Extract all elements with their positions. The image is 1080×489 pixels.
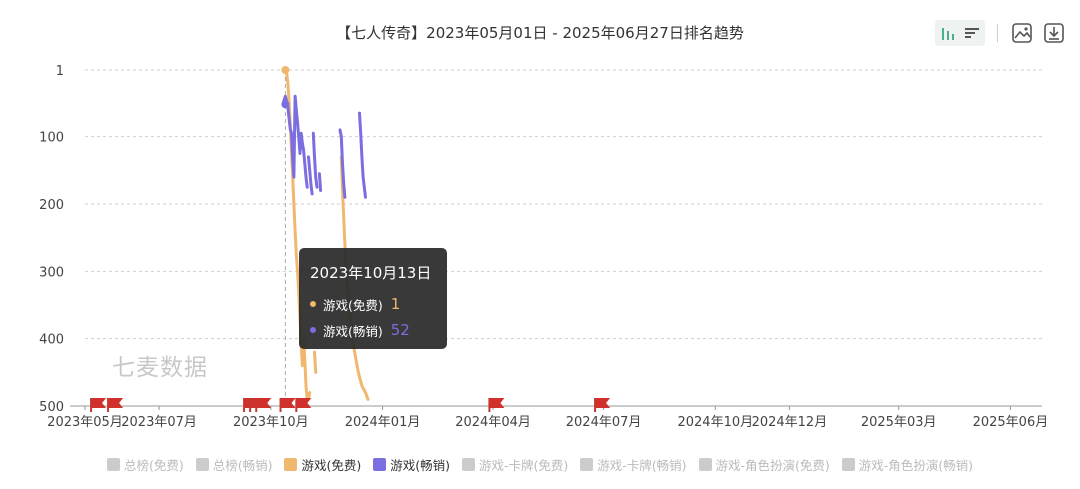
chart-legend: 总榜(免费) 总榜(畅销) 游戏(免费) 游戏(畅销) 游戏-卡牌(免费) 游戏-卡牌(畅… <box>0 455 1080 474</box>
x-tick-label: 2024年01月 <box>345 415 421 430</box>
series-line-free <box>282 68 312 401</box>
legend-label: 游戏-卡牌(畅销) <box>597 458 687 473</box>
legend-swatch <box>698 458 712 471</box>
tooltip-row-free: 游戏(免费) 1 <box>310 291 447 317</box>
y-tick-label: 300 <box>39 265 64 280</box>
event-flag-icon[interactable] <box>295 398 312 412</box>
tooltip-label-free: 游戏(免费) <box>323 297 383 313</box>
tooltip-date: 2023年10月13日 <box>310 264 432 282</box>
x-tick-label: 2025年06月 <box>973 415 1049 430</box>
x-tick-label: 2023年05月 <box>47 415 123 430</box>
x-tick-label: 2024年04月 <box>455 415 531 430</box>
legend-item[interactable]: 游戏-卡牌(畅销) <box>580 455 687 474</box>
series-line-grossing <box>358 111 367 199</box>
legend-swatch <box>462 458 475 471</box>
legend-item[interactable]: 游戏(免费) <box>284 455 361 474</box>
x-tick-label: 2024年12月 <box>752 415 828 430</box>
image-icon[interactable] <box>1010 21 1034 45</box>
series-line-free <box>313 350 318 374</box>
chart-title: 【七人传奇】2023年05月01日 - 2025年06月27日排名趋势 <box>336 24 744 42</box>
download-icon[interactable] <box>1042 21 1066 45</box>
legend-item[interactable]: 游戏-角色扮演(畅销) <box>841 455 974 474</box>
legend-label: 游戏-角色扮演(畅销) <box>858 458 974 473</box>
x-tick-label: 2024年07月 <box>566 415 642 430</box>
y-tick-label: 400 <box>39 333 64 348</box>
legend-label: 游戏(免费) <box>301 458 362 473</box>
bar-chart-icon[interactable] <box>936 21 960 45</box>
tooltip-label-grossing: 游戏(畅销) <box>323 323 383 339</box>
legend-swatch <box>841 458 855 471</box>
x-tick-label: 2023年10月 <box>233 415 309 430</box>
hover-point-grossing <box>281 100 290 109</box>
watermark: 七麦数据 <box>112 355 208 381</box>
legend-label: 游戏-角色扮演(免费) <box>715 458 830 473</box>
series-line-grossing <box>311 131 319 189</box>
tooltip-value-free: 1 <box>390 295 401 313</box>
list-icon[interactable] <box>960 21 984 45</box>
chart-type-switch <box>935 20 985 46</box>
event-flag-icon[interactable] <box>255 398 272 412</box>
event-flag-icon[interactable] <box>107 398 124 412</box>
series-line-grossing <box>338 128 347 199</box>
y-tick-label: 200 <box>39 198 64 213</box>
series-line-grossing <box>307 155 314 196</box>
x-tick-label: 2025年03月 <box>861 415 937 430</box>
legend-swatch <box>373 458 387 471</box>
legend-item[interactable]: 游戏(畅销) <box>373 455 450 474</box>
x-tick-label: 2024年10月 <box>677 415 753 430</box>
tooltip-row-grossing: 游戏(畅销) 52 <box>310 317 447 343</box>
y-tick-label: 500 <box>39 400 64 415</box>
legend-label: 总榜(免费) <box>123 458 184 473</box>
x-tick-label: 2023年07月 <box>121 415 197 430</box>
toolbar-divider <box>997 24 998 42</box>
chart-toolbar <box>935 20 1066 46</box>
event-flag-icon[interactable] <box>279 398 296 412</box>
legend-swatch <box>106 458 120 471</box>
y-tick-label: 1 <box>56 64 64 79</box>
tooltip-dot-grossing <box>310 327 316 333</box>
legend-label: 游戏-卡牌(免费) <box>479 458 569 473</box>
tooltip-dot-free <box>310 301 316 307</box>
legend-item[interactable]: 游戏-角色扮演(免费) <box>698 455 830 474</box>
event-flag-icon[interactable] <box>594 398 611 412</box>
series-line-grossing <box>317 172 323 192</box>
y-tick-label: 100 <box>39 131 64 146</box>
legend-label: 总榜(畅销) <box>212 458 273 473</box>
legend-swatch <box>195 458 209 471</box>
legend-swatch <box>580 458 594 471</box>
legend-item[interactable]: 游戏-卡牌(免费) <box>462 455 568 474</box>
series-line-grossing <box>281 94 309 189</box>
legend-item[interactable]: 总榜(畅销) <box>195 455 273 474</box>
legend-item[interactable]: 总榜(免费) <box>106 455 184 474</box>
legend-label: 游戏(畅销) <box>390 458 450 473</box>
chart-tooltip: 2023年10月13日 游戏(免费) 1 游戏(畅销) 52 <box>299 248 447 349</box>
hover-point-free <box>281 66 290 74</box>
event-flag-icon[interactable] <box>90 398 107 412</box>
event-flag-icon[interactable] <box>488 398 505 412</box>
tooltip-value-grossing: 52 <box>390 321 410 339</box>
legend-swatch <box>284 458 298 471</box>
